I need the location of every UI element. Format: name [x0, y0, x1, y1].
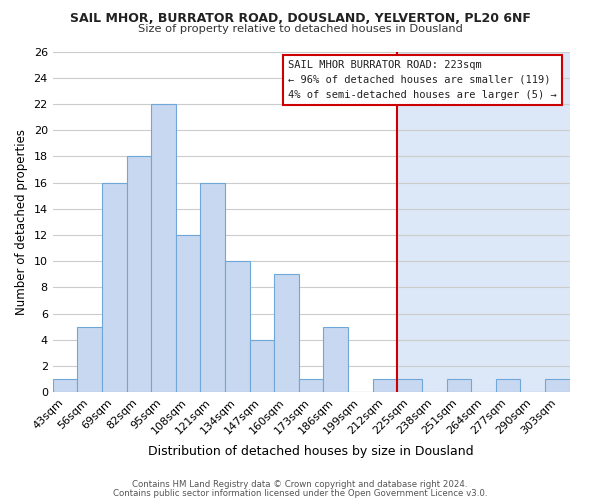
X-axis label: Distribution of detached houses by size in Dousland: Distribution of detached houses by size …: [148, 444, 474, 458]
Bar: [102, 182, 127, 392]
Bar: [373, 379, 397, 392]
Bar: [250, 340, 274, 392]
Bar: [200, 182, 225, 392]
Bar: [274, 274, 299, 392]
Y-axis label: Number of detached properties: Number of detached properties: [15, 129, 28, 315]
Bar: [446, 379, 471, 392]
Bar: [397, 379, 422, 392]
Bar: [299, 379, 323, 392]
Bar: [176, 235, 200, 392]
Text: Contains public sector information licensed under the Open Government Licence v3: Contains public sector information licen…: [113, 488, 487, 498]
Bar: [151, 104, 176, 393]
Text: SAIL MHOR BURRATOR ROAD: 223sqm
← 96% of detached houses are smaller (119)
4% of: SAIL MHOR BURRATOR ROAD: 223sqm ← 96% of…: [288, 60, 557, 100]
Bar: [53, 379, 77, 392]
Text: SAIL MHOR, BURRATOR ROAD, DOUSLAND, YELVERTON, PL20 6NF: SAIL MHOR, BURRATOR ROAD, DOUSLAND, YELV…: [70, 12, 530, 26]
Bar: [397, 52, 569, 392]
Bar: [545, 379, 569, 392]
Bar: [323, 327, 348, 392]
Bar: [77, 327, 102, 392]
Text: Contains HM Land Registry data © Crown copyright and database right 2024.: Contains HM Land Registry data © Crown c…: [132, 480, 468, 489]
Bar: [225, 261, 250, 392]
Text: Size of property relative to detached houses in Dousland: Size of property relative to detached ho…: [137, 24, 463, 34]
Bar: [496, 379, 520, 392]
Bar: [127, 156, 151, 392]
